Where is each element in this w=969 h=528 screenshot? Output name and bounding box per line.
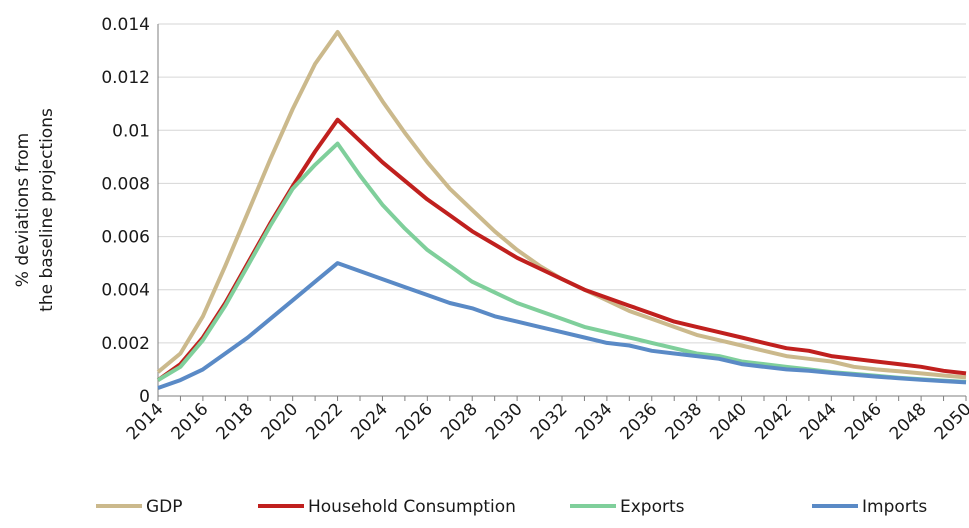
x-tick-label: 2020 (257, 399, 302, 444)
y-tick-label: 0.014 (101, 15, 150, 35)
x-tick-label: 2034 (572, 399, 617, 444)
x-tick-label: 2024 (347, 399, 392, 444)
legend-label: Household Consumption (308, 497, 516, 517)
x-tick-label: 2018 (213, 399, 258, 444)
series-line-household-consumption (156, 117, 967, 382)
axes (157, 24, 966, 397)
x-tick-label: 2016 (168, 399, 213, 444)
x-tick-label: 2038 (661, 399, 706, 444)
y-tick-label: 0.006 (101, 228, 150, 248)
x-tick-label: 2028 (437, 399, 482, 444)
y-tick-label: 0.002 (101, 334, 150, 354)
x-tick-label: 2026 (392, 399, 437, 444)
x-axis-ticks: 2014 2016 2018 2020 2022 2024 2026 2028 2030 2032… (123, 396, 969, 444)
y-tick-label: 0 (139, 387, 150, 407)
x-tick-label: 2046 (841, 399, 886, 444)
y-tick-label: 0.008 (101, 174, 150, 194)
series-line-exports (156, 141, 967, 384)
series-line-imports (157, 261, 967, 390)
legend: GDP Household Consumption Exports Imports (96, 497, 927, 517)
y-tick-label: 0.01 (112, 121, 150, 141)
y-axis-ticks: 0 0.002 0.004 0.006 0.008 0.01 0.012 0.014 (101, 15, 150, 407)
x-tick-label: 2032 (527, 399, 572, 444)
y-tick-label: 0.012 (101, 68, 150, 88)
legend-label: GDP (146, 497, 183, 517)
y-axis-title: % deviations from the baseline projection… (13, 108, 57, 312)
legend-label: Imports (862, 497, 927, 517)
x-tick-label: 2044 (796, 399, 841, 444)
x-tick-label: 2030 (482, 399, 527, 444)
series-lines (156, 30, 967, 390)
legend-label: Exports (620, 497, 685, 517)
x-tick-label: 2050 (931, 399, 969, 444)
x-tick-label: 2040 (706, 399, 751, 444)
x-tick-label: 2042 (751, 399, 796, 444)
y-axis-title-line: the baseline projections (37, 108, 57, 312)
x-tick-label: 2036 (617, 399, 662, 444)
x-tick-label: 2022 (302, 399, 347, 444)
y-axis-title-line: % deviations from (13, 133, 33, 287)
grid (158, 23, 966, 344)
x-tick-label: 2048 (886, 399, 931, 444)
y-tick-label: 0.004 (101, 281, 150, 301)
